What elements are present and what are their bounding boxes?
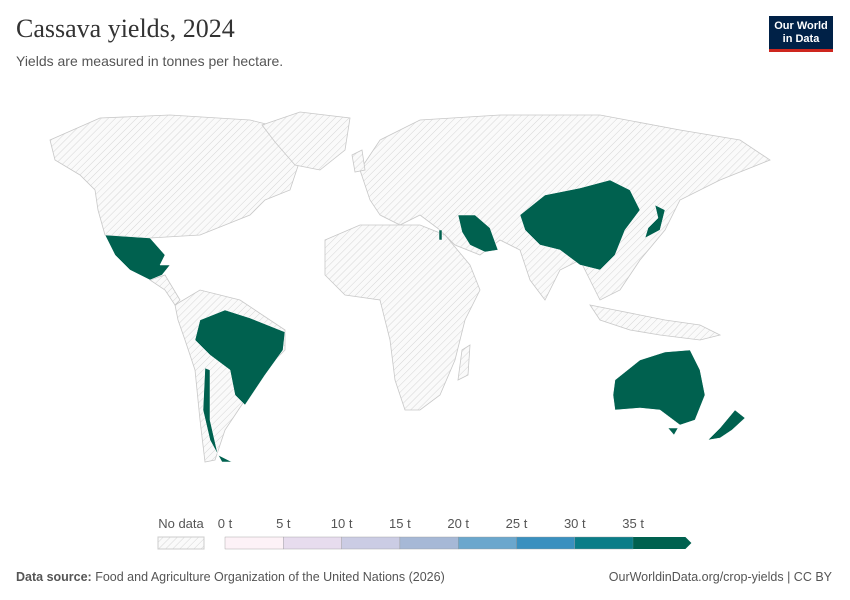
legend-bin (224, 536, 284, 550)
source-text: Food and Agriculture Organization of the… (95, 570, 445, 584)
title: Cassava yields, 2024 (16, 14, 235, 43)
legend-bin (458, 536, 517, 550)
australia[interactable] (612, 349, 706, 426)
uk[interactable] (351, 149, 366, 173)
africa[interactable] (324, 224, 481, 411)
tasmania[interactable] (667, 427, 679, 436)
mexico[interactable] (104, 234, 171, 281)
countries (49, 111, 771, 463)
subtitle: Yields are measured in tonnes per hectar… (16, 53, 284, 69)
legend-bin (574, 536, 634, 550)
greenland[interactable] (261, 111, 351, 171)
logo[interactable]: Our World in Data (769, 16, 833, 52)
no-data-swatch (157, 536, 205, 550)
legend-tick-label: 10 t (331, 516, 353, 531)
israel[interactable] (438, 229, 443, 241)
legend-bin (283, 536, 342, 550)
map: No data 0 t 5 t 10 t 15 t 20 t 25 t 30 t 35 t (49, 111, 771, 550)
source-label: Data source: (16, 570, 92, 584)
brazil[interactable] (194, 309, 286, 406)
source: Data source: Food and Agriculture Organi… (16, 570, 445, 584)
legend-bin (516, 536, 575, 550)
legend: 0 t 5 t 10 t 15 t 20 t 25 t 30 t 35 t (218, 516, 692, 550)
indonesia[interactable] (589, 304, 722, 341)
legend-bin (399, 536, 459, 550)
legend-tick-label: 30 t (564, 516, 586, 531)
legend-bin (633, 537, 692, 549)
legend-tick-label: 20 t (447, 516, 469, 531)
north-america[interactable] (49, 114, 301, 239)
china[interactable] (519, 179, 641, 271)
central-america[interactable] (149, 274, 181, 306)
new-zealand[interactable] (707, 409, 746, 441)
legend-tick-label: 35 t (622, 516, 644, 531)
iran[interactable] (457, 214, 499, 253)
logo-line: Our World (774, 20, 828, 32)
legend-tick-label: 5 t (276, 516, 291, 531)
link[interactable]: OurWorldinData.org/crop-yields | CC BY (608, 570, 832, 584)
legend-tick-label: 15 t (389, 516, 411, 531)
japan[interactable] (644, 204, 666, 239)
logo-line: in Data (782, 33, 820, 45)
legend-tick-label: 25 t (506, 516, 528, 531)
chile[interactable] (202, 367, 233, 463)
no-data-label: No data (158, 516, 204, 531)
legend-bin (341, 536, 401, 550)
madagascar[interactable] (457, 344, 471, 381)
legend-tick-label: 0 t (218, 516, 233, 531)
